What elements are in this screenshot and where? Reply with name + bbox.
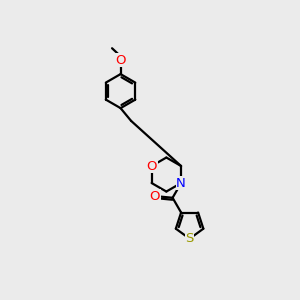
Text: O: O bbox=[115, 54, 126, 67]
Text: S: S bbox=[185, 232, 194, 245]
Text: N: N bbox=[176, 176, 186, 190]
Text: O: O bbox=[146, 160, 157, 172]
Text: O: O bbox=[149, 190, 160, 203]
